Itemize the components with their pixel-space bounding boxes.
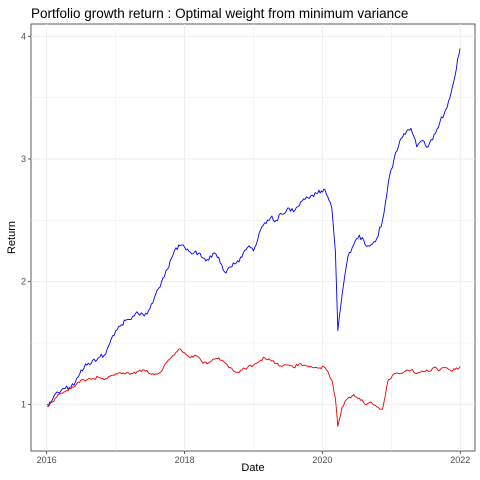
y-axis: 1 2 3 4 (21, 31, 31, 409)
x-tick-label: 2018 (175, 455, 195, 465)
x-tick-label: 2016 (37, 455, 57, 465)
series-layer (46, 48, 461, 427)
plot-area (30, 23, 476, 452)
grid (31, 24, 475, 451)
axes: 2016 2018 2020 2022 1 2 3 4 Date Return (6, 31, 470, 474)
series-line (47, 348, 461, 427)
chart-title: Portfolio growth return : Optimal weight… (31, 6, 408, 21)
y-tick-label: 3 (21, 154, 26, 164)
x-tick-label: 2020 (312, 455, 332, 465)
plot-panel (30, 23, 476, 452)
y-tick-label: 1 (21, 399, 26, 409)
x-axis: 2016 2018 2020 2022 (37, 451, 470, 465)
y-axis-title: Return (6, 221, 18, 254)
y-tick-label: 4 (21, 31, 26, 41)
y-tick-label: 2 (21, 277, 26, 287)
x-tick-label: 2022 (450, 455, 470, 465)
x-axis-title: Date (241, 462, 264, 474)
series-line (46, 48, 461, 407)
